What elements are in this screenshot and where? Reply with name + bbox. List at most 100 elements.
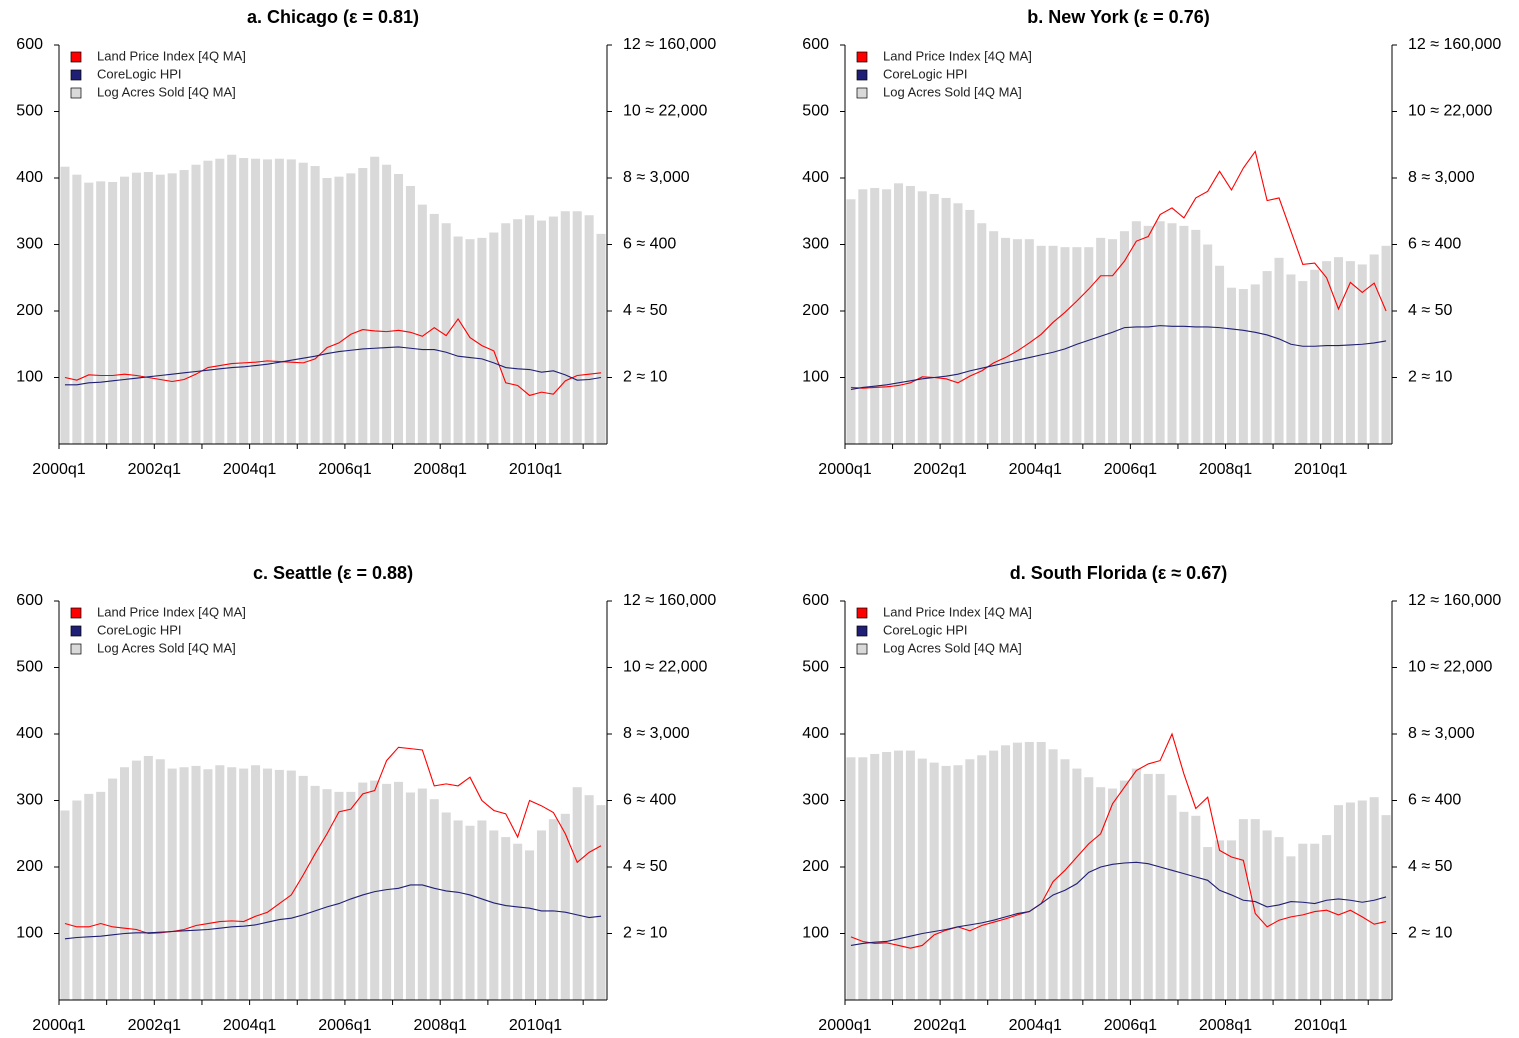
line-series [64,884,602,940]
y2-tick-label: 10 ≈ 22,000 [1408,659,1493,676]
bar [1381,245,1391,444]
bar [143,172,153,444]
legend-label: CoreLogic HPI [97,66,182,81]
y2-tick-label: 8 ≈ 3,000 [1408,169,1475,186]
y2-tick-label: 4 ≈ 50 [1408,858,1452,875]
bar [953,203,963,444]
y-tick-label: 600 [16,36,43,53]
bar [870,187,880,444]
bar [239,768,249,1000]
bar [1322,261,1332,444]
y2-tick-label: 10 ≈ 22,000 [623,659,708,676]
y2-tick-label: 10 ≈ 22,000 [623,103,708,120]
bar [227,154,237,444]
bar [882,189,892,444]
line-series [64,317,602,397]
bar [513,843,523,1000]
x-tick-label: 2006q1 [1104,461,1157,478]
bar [417,204,427,444]
bar [405,792,415,1000]
bar [917,758,927,1000]
x-tick-label: 2006q1 [318,1017,371,1034]
bar [1084,247,1094,444]
y-tick-label: 100 [802,369,829,386]
bar [989,231,999,444]
y2-tick-label: 2 ≈ 10 [623,925,667,942]
y-tick-label: 100 [16,925,43,942]
y-tick-label: 500 [16,659,43,676]
bar [893,183,904,444]
bar [1310,269,1320,444]
bar [274,769,284,1000]
bar [584,795,594,1000]
bar [1226,287,1236,444]
y-tick-label: 100 [802,925,829,942]
bar [167,173,177,444]
bar [1333,805,1344,1000]
chart-title: c. Seattle (ε = 0.88) [253,563,413,583]
bar [393,174,404,444]
bar [965,759,975,1000]
y2-tick-label: 6 ≈ 400 [623,236,676,253]
bar [155,759,165,1000]
bar [1119,231,1129,444]
bar [596,805,606,1000]
bar [405,185,415,445]
x-tick-label: 2004q1 [1009,1017,1062,1034]
bar [1108,239,1118,444]
bar [131,760,141,1000]
bar [203,769,213,1000]
bar [584,215,594,444]
bar [536,220,547,444]
x-tick-label: 2010q1 [509,1017,562,1034]
bar [215,765,225,1000]
bar [882,751,892,1000]
bar [1012,239,1022,444]
bar [346,791,356,1000]
bar [846,757,856,1000]
bar [286,770,296,1000]
bar [858,189,868,444]
bar [215,158,225,444]
bar [262,159,273,444]
bar [477,237,487,444]
y2-tick-label: 6 ≈ 400 [623,792,676,809]
bar [1131,221,1141,444]
legend-marker [856,643,868,655]
bar [155,174,165,445]
bar [572,211,582,444]
bar [1203,244,1213,444]
bar [1357,264,1367,444]
legend-label: Land Price Index [4Q MA] [883,48,1032,63]
bar [501,837,511,1000]
bar [1203,847,1213,1000]
bar [227,767,237,1000]
y-tick-label: 600 [802,36,829,53]
y2-tick-label: 4 ≈ 50 [623,858,667,875]
bar [548,216,558,444]
line-series [64,746,602,935]
bar [1072,768,1082,1000]
bar [465,825,475,1000]
bar [334,791,344,1000]
bar [560,211,570,444]
bar [1274,257,1284,444]
y-tick-label: 200 [16,858,43,875]
bar [143,755,153,1000]
bar [905,185,915,445]
x-tick-label: 2002q1 [913,461,966,478]
bar [1084,777,1094,1000]
bar [941,765,951,1000]
legend-label: Land Price Index [4Q MA] [97,604,246,619]
bar [191,765,201,1000]
legend-label: CoreLogic HPI [883,66,968,81]
legend-label: Log Acres Sold [4Q MA] [97,640,236,655]
legend-label: Log Acres Sold [4Q MA] [883,84,1022,99]
bar [513,219,523,444]
bar [489,232,499,444]
legend-marker [70,69,82,81]
bar [84,793,94,1000]
bar [1024,741,1034,1000]
bar [108,181,118,445]
bar [310,166,320,444]
